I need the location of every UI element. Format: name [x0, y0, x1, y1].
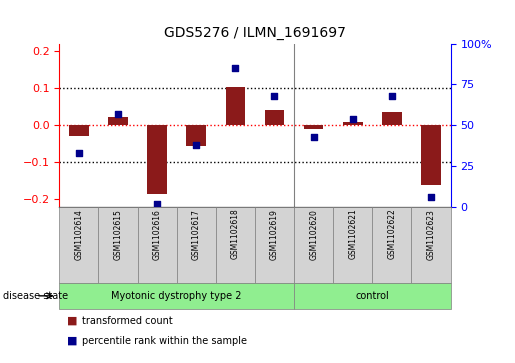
Point: [75, 150, 83, 156]
Text: ■: ■: [67, 336, 77, 346]
Point: [427, 194, 435, 200]
Bar: [421, 125, 441, 185]
Bar: [304, 125, 323, 129]
Text: GSM1102622: GSM1102622: [387, 209, 397, 260]
Point: [231, 65, 239, 71]
Point: [349, 116, 357, 122]
Bar: [186, 125, 206, 146]
Text: GSM1102619: GSM1102619: [270, 209, 279, 260]
Point: [192, 142, 200, 148]
Text: percentile rank within the sample: percentile rank within the sample: [82, 336, 247, 346]
Text: disease state: disease state: [3, 291, 67, 301]
Text: GSM1102614: GSM1102614: [74, 209, 83, 260]
Bar: [343, 122, 363, 125]
Point: [114, 111, 122, 117]
Text: control: control: [355, 291, 389, 301]
Text: GSM1102616: GSM1102616: [152, 209, 162, 260]
Text: transformed count: transformed count: [82, 316, 173, 326]
Point: [153, 201, 161, 207]
Text: GSM1102621: GSM1102621: [348, 209, 357, 260]
Text: GSM1102623: GSM1102623: [426, 209, 436, 260]
Bar: [147, 125, 167, 194]
Text: GSM1102618: GSM1102618: [231, 209, 240, 260]
Text: GSM1102620: GSM1102620: [309, 209, 318, 260]
Bar: [69, 125, 89, 136]
Point: [310, 134, 318, 139]
Bar: [108, 117, 128, 125]
Bar: [265, 110, 284, 125]
Text: GSM1102615: GSM1102615: [113, 209, 123, 260]
Text: Myotonic dystrophy type 2: Myotonic dystrophy type 2: [111, 291, 242, 301]
Bar: [226, 87, 245, 125]
Point: [270, 93, 279, 99]
Text: GSM1102617: GSM1102617: [192, 209, 201, 260]
Text: ■: ■: [67, 316, 77, 326]
Bar: [382, 112, 402, 125]
Title: GDS5276 / ILMN_1691697: GDS5276 / ILMN_1691697: [164, 26, 346, 40]
Point: [388, 93, 396, 99]
